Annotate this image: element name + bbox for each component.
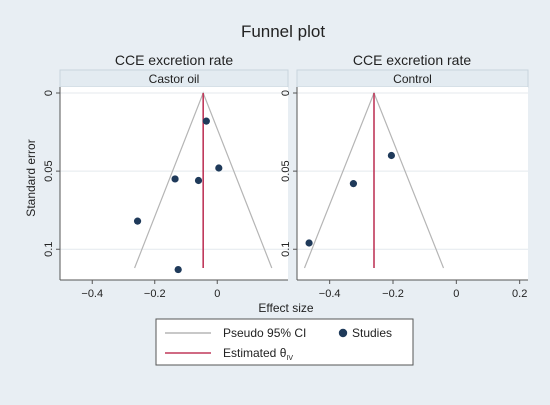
study-point [202,117,210,125]
legend-swatch-studies [338,328,348,338]
legend-label-studies: Studies [352,326,392,340]
y-tick-label: 0.1 [280,242,292,257]
legend-label-estimate-sub: IV [286,355,293,362]
chart-title: Funnel plot [241,22,325,41]
study-point [215,164,223,172]
x-tick-label: −0.4 [81,288,103,300]
panel-strip-label: Castor oil [149,72,200,86]
y-axis-label: Standard error [24,139,38,216]
y-tick-label: 0 [280,90,292,96]
x-tick-label: 0 [453,288,459,300]
panel-title-left: CCE excretion rate [115,52,233,68]
study-point [305,239,313,247]
study-point [174,265,182,274]
y-tick-label: 0 [43,90,55,96]
y-tick-label: 0.1 [43,242,55,257]
study-point [194,176,203,185]
panel-control: Control 0 0.05 0.1 −0.4 −0.2 0 0.2 [280,69,529,300]
study-point [387,151,396,160]
x-tick-label: 0.2 [512,288,527,300]
x-tick-label: −0.2 [382,288,404,300]
panel-strip-label: Control [393,72,432,86]
y-tick-label: 0.05 [43,160,55,181]
plot-area [60,87,288,280]
plot-area [297,87,528,280]
legend-label-pseudo-ci: Pseudo 95% CI [223,326,306,340]
legend-label-estimate-main: Estimated θ [223,346,287,360]
study-point [133,217,142,225]
x-axis-label: Effect size [258,301,313,315]
x-tick-label: 0 [214,288,220,300]
x-tick-label: −0.2 [144,288,166,300]
legend-label-estimate: Estimated θIV [223,346,293,362]
x-tick-label: −0.4 [319,288,341,300]
study-point [349,180,358,188]
legend-box [155,318,414,366]
panel-castor-oil: Castor oil 0 0.05 0.1 −0.4 −0.2 0 [43,69,289,300]
panel-title-right: CCE excretion rate [353,52,471,68]
y-tick-label: 0.05 [280,160,292,181]
study-point [171,175,179,183]
legend: Pseudo 95% CI Studies Estimated θIV [155,318,414,366]
